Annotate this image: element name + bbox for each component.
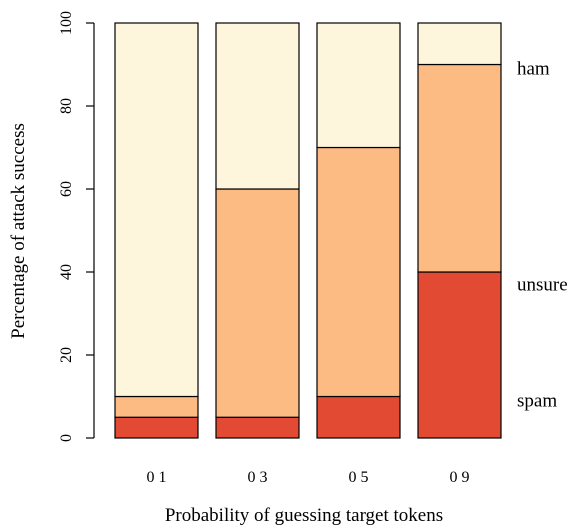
x-tick-labels: 0 1 0 3 0 5 0 9 [147,469,470,486]
bar-segment-ham-3 [316,22,401,149]
bar-segment-ham-2 [215,22,300,190]
y-tick-label: 80 [58,98,75,114]
y-tick-label: 0 [58,434,75,442]
x-tick-label: 0 5 [349,469,369,486]
bar-segment-ham-1 [114,22,199,398]
bar-segment-unsure-3 [316,146,401,398]
legend-label-spam: spam [517,391,557,412]
bar-segment-spam-2 [215,416,300,439]
x-axis-label: Probability of guessing target tokens [165,505,443,526]
bar-segment-unsure-4 [417,63,502,273]
bar-segment-spam-1 [114,416,199,439]
bar-segment-spam-4 [417,271,502,439]
bars-group [114,22,502,439]
bar-segment-spam-3 [316,395,401,439]
bar-segment-unsure-1 [114,395,199,418]
y-tick-label: 20 [58,347,75,363]
x-tick-label: 0 9 [450,469,470,486]
y-axis-label: Percentage of attack success [8,123,29,339]
legend-label-ham: ham [517,59,550,80]
bar-segment-unsure-2 [215,188,300,418]
legend-label-unsure: unsure [517,274,568,295]
y-tick-label: 40 [58,264,75,280]
bar-segment-ham-4 [417,22,502,66]
y-axis: 0 20 40 60 80 100 [58,11,95,442]
legend: spam unsure ham [517,59,568,412]
y-tick-label: 60 [58,181,75,197]
y-tick-label: 100 [58,11,75,35]
x-tick-label: 0 3 [248,469,268,486]
x-tick-label: 0 1 [147,469,167,486]
